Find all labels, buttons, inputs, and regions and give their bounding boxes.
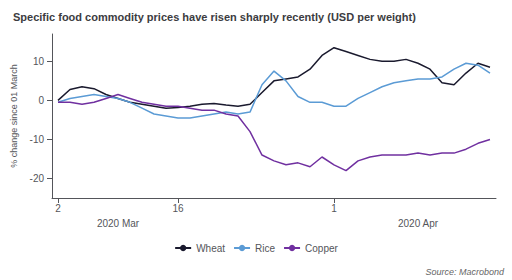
svg-text:-10: -10 [30,134,45,145]
svg-text:2020 Mar: 2020 Mar [97,218,140,229]
svg-text:Rice: Rice [255,243,275,254]
svg-text:2: 2 [55,203,61,214]
svg-text:Copper: Copper [305,243,338,254]
svg-text:Specific food commodity prices: Specific food commodity prices have rise… [13,11,416,23]
svg-text:16: 16 [172,203,184,214]
svg-text:0: 0 [38,95,44,106]
svg-text:% change since 01 March: % change since 01 March [9,64,19,168]
svg-text:Source: Macrobond: Source: Macrobond [425,267,505,277]
svg-text:1: 1 [331,203,337,214]
svg-text:Wheat: Wheat [196,243,225,254]
svg-text:2020 Apr: 2020 Apr [398,218,439,229]
svg-text:-20: -20 [30,173,45,184]
svg-text:10: 10 [33,56,45,67]
